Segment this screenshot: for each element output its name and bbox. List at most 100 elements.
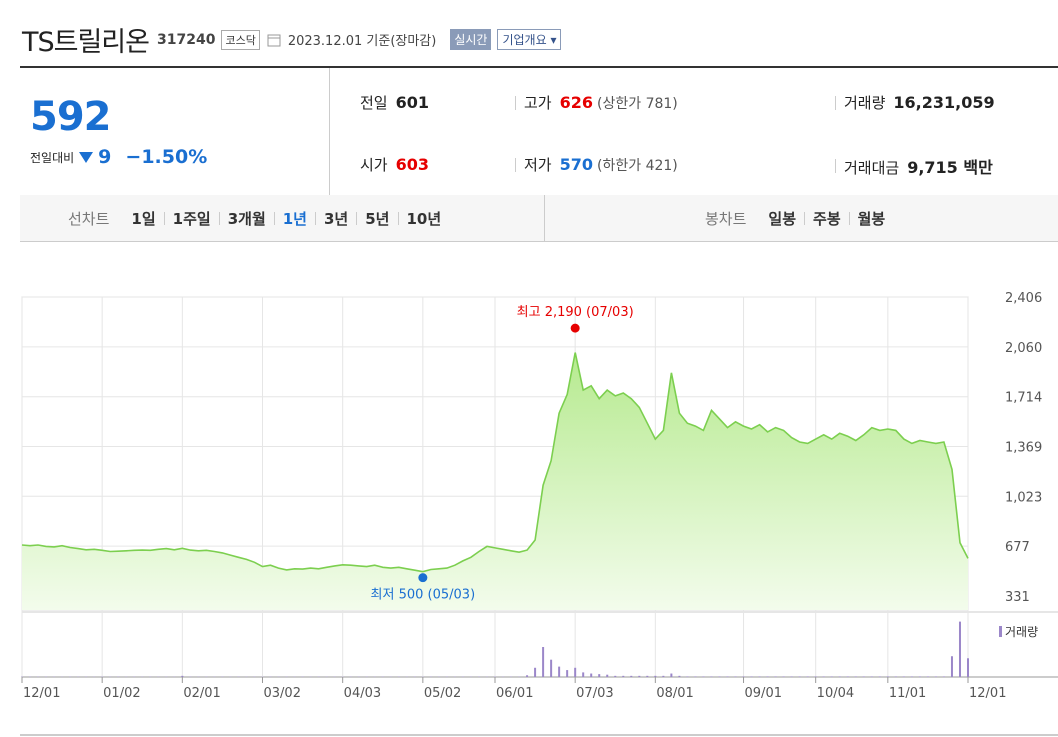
volume-bar [662,675,665,677]
volume-bar [550,659,553,677]
period-tab[interactable]: 1년 [282,209,307,228]
x-tick-label: 04/03 [344,686,381,701]
volume-bar [926,676,929,677]
period-tab[interactable]: 3년 [324,209,349,228]
tab-separator [163,211,165,225]
item-value: 16,231,059 [893,93,995,112]
volume-bar [750,676,753,677]
summary-item: 시가 603 [360,154,429,175]
tab-separator [804,211,806,225]
chart: 331 677 1,023 1,369 1,714 2,060 2,406 12/01 01/0… [20,291,1058,736]
volume-bar [878,676,881,677]
y-tick-label: 1,714 [1005,391,1042,406]
period-tab[interactable]: 1주일 [172,209,211,228]
volume-bar [942,676,945,677]
volume-bar [686,676,689,677]
y-tick-label: 331 [1005,590,1030,605]
volume-bar [654,675,657,677]
volume-bar [870,676,873,677]
legend-swatch [999,626,1002,637]
volume-bar [558,666,561,677]
tab-separator [397,211,399,225]
period-tab[interactable]: 5년 [365,209,390,228]
volume-bar [718,676,721,677]
tab-separator [218,211,220,225]
line-chart-tabs: 선차트 1일 1주일 3개월 1년 3년 5년 10년 [20,195,545,241]
company-info-dropdown[interactable]: 기업개요 ▾ [497,29,562,50]
period-tab[interactable]: 3개월 [227,209,266,228]
y-tick-label: 2,060 [1005,341,1042,356]
stock-name: TS트릴리온 [22,27,150,58]
candle-tab[interactable]: 월봉 [857,209,886,228]
market-badge: 코스닥 [221,29,260,50]
price-cell: 592 전일대비 9 −1.50% [20,68,330,196]
change-rate: −1.50% [125,146,208,168]
header: TS트릴리온 317240 코스닥 2023.12.01 기준(장마감) 실시간… [22,20,562,59]
x-tick-label: 02/01 [183,686,220,701]
change-amount: 9 [98,146,112,168]
volume-bar [766,676,769,677]
x-tick-label: 01/02 [103,686,140,701]
tab-separator [356,211,358,225]
volume-bar [630,675,633,677]
x-tick-label: 12/01 [969,686,1006,701]
summary-item: 전일 601 [360,92,429,113]
volume-bar [798,676,801,677]
volume-bar [726,676,729,677]
volume-bar [838,676,841,677]
x-tick-label: 06/01 [496,686,533,701]
price-line [21,352,969,573]
realtime-button[interactable]: 실시간 [450,29,492,50]
volume-bar [886,676,889,677]
volume-bar [614,675,617,677]
summary-item: 고가 626 (상한가 781) [515,92,678,113]
tab-separator [848,211,850,225]
x-tick-label: 03/02 [264,686,301,701]
item-label: 시가 [360,156,388,174]
candle-chart-tabs: 봉차트 일봉 주봉 월봉 [545,195,1058,241]
item-separator [835,159,836,173]
change-row: 전일대비 9 −1.50% [30,146,207,168]
extreme-label: 최고 2,190 (07/03) [517,305,634,320]
price-area [22,352,968,610]
volume-bar [822,676,825,677]
volume-bar [574,667,577,677]
extreme-marker [570,323,580,333]
volume-bar [774,676,777,677]
volume-bar [638,675,641,677]
summary-item: 저가 570 (하한가 421) [515,154,678,175]
summary-item: 거래대금 9,715 백만 [835,154,993,178]
tab-separator [273,211,275,225]
x-tick-label: 10/04 [817,686,854,701]
candle-tab[interactable]: 주봉 [813,209,841,228]
volume-bar [702,676,705,677]
volume-bar [894,676,897,677]
item-label: 거래대금 [844,159,900,177]
item-separator [835,95,836,110]
volume-bar [646,675,649,677]
down-arrow [79,152,94,163]
volume-bar [950,656,953,677]
extreme-marker [418,573,428,583]
volume-bar [854,676,857,677]
volume-bar [181,675,184,677]
x-tick-label: 11/01 [889,686,926,701]
volume-bar [694,676,697,677]
item-label: 고가 [524,94,552,112]
period-tab[interactable]: 1일 [131,209,156,228]
x-tick-label: 12/01 [23,686,60,701]
company-info-label[interactable]: 기업개요 [502,33,547,47]
volume-bar [806,676,809,677]
volume-bar [830,676,833,677]
period-tab[interactable]: 10년 [406,209,442,228]
volume-bar [814,676,817,677]
candle-tab[interactable]: 일봉 [768,209,797,228]
item-label: 저가 [524,156,552,174]
volume-bar [566,670,569,677]
volume-bar [598,674,601,677]
item-value: 601 [395,93,430,112]
volume-bar [918,676,921,677]
date-basis: 2023.12.01 기준(장마감) [287,34,437,49]
volume-bar [590,673,593,677]
